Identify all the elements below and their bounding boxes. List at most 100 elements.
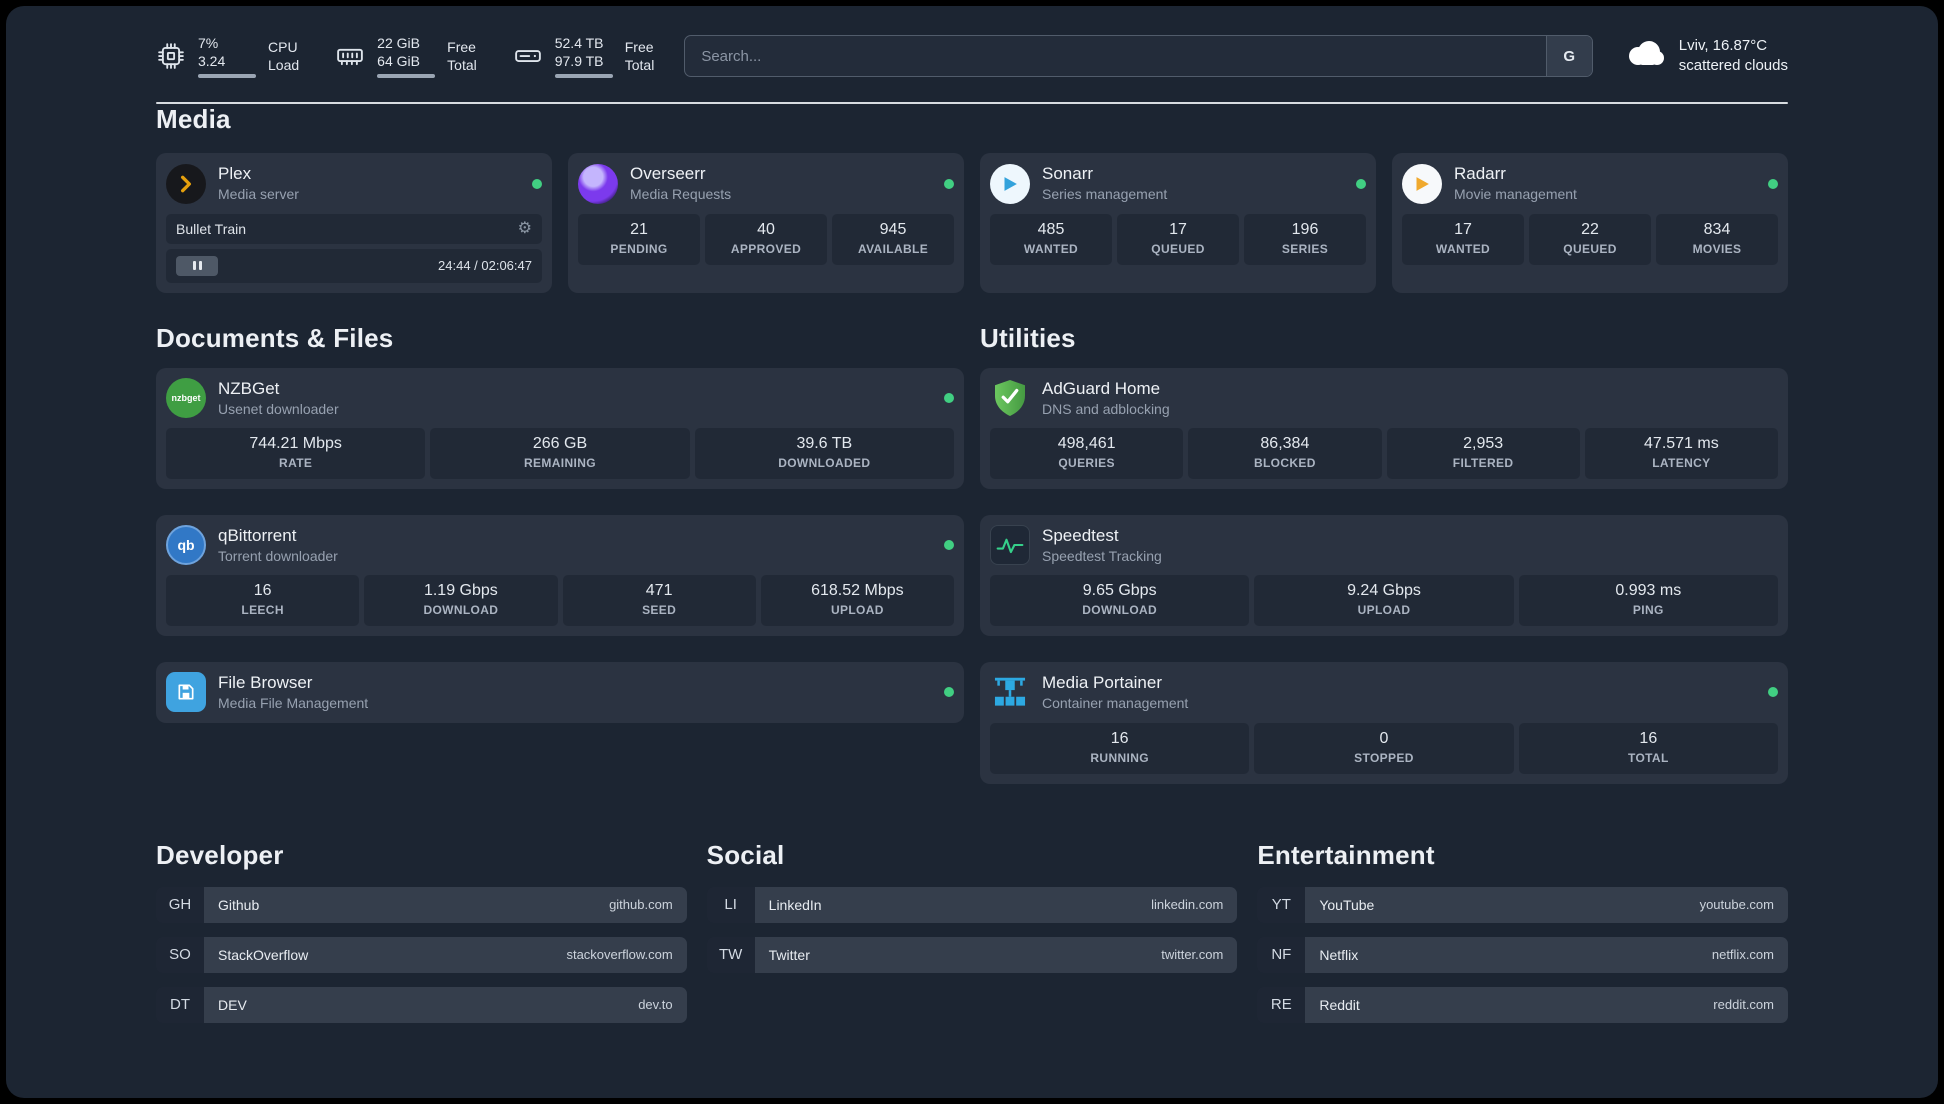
stat-label: LEECH xyxy=(241,603,284,618)
now-playing-title: Bullet Train xyxy=(176,220,247,237)
service-subtitle: Torrent downloader xyxy=(218,548,338,565)
stat-label: QUERIES xyxy=(1058,455,1115,470)
stat-tile: 22 QUEUED xyxy=(1529,213,1651,265)
bookmark-reddit[interactable]: RE Reddit reddit.com xyxy=(1257,986,1788,1023)
gear-icon[interactable]: ⚙ xyxy=(517,219,532,237)
stat-value: 266 GB xyxy=(532,434,588,452)
disk-free-label: Free xyxy=(624,39,654,55)
service-card-overseerr[interactable]: Overseerr Media Requests 21 PENDING 40 A… xyxy=(568,153,964,293)
media-section: Media Plex Media server xyxy=(156,104,1788,293)
bookmark-name: LinkedIn xyxy=(768,896,822,913)
adguard-shield-icon xyxy=(990,378,1030,418)
cpu-widget: 7% 3.24 CPU Load xyxy=(156,34,300,79)
stat-tile: 0.993 ms PING xyxy=(1518,575,1778,627)
stat-value: 16 xyxy=(253,582,272,600)
stat-value: 2,953 xyxy=(1463,434,1504,452)
stat-label: QUEUED xyxy=(1151,241,1205,256)
player-time: 24:44 / 02:06:47 xyxy=(438,258,532,274)
bookmark-name: Twitter xyxy=(768,946,810,963)
speedtest-graph-icon xyxy=(990,525,1030,566)
status-dot xyxy=(1356,178,1366,189)
memory-free-label: Free xyxy=(447,39,476,55)
disk-total-label: Total xyxy=(624,57,655,74)
service-card-plex[interactable]: Plex Media server Bullet Train ⚙ 24:44 /… xyxy=(156,153,552,293)
memory-widget: 22 GiB 64 GiB Free Total xyxy=(335,34,477,79)
service-card-filebrowser[interactable]: File Browser Media File Management xyxy=(156,662,964,723)
service-subtitle: Usenet downloader xyxy=(218,400,339,417)
bookmark-url: reddit.com xyxy=(1713,997,1774,1012)
bookmark-dev[interactable]: DT DEV dev.to xyxy=(156,986,687,1023)
stat-tile: 0 STOPPED xyxy=(1254,722,1514,774)
bookmark-stackoverflow[interactable]: SO StackOverflow stackoverflow.com xyxy=(156,936,687,973)
bookmark-abbr: NF xyxy=(1257,936,1306,973)
service-card-nzbget[interactable]: nzbget NZBGet Usenet downloader 744.21 M… xyxy=(156,367,964,489)
service-name: Radarr xyxy=(1454,164,1506,184)
service-card-sonarr[interactable]: Sonarr Series management 485 WANTED 17 Q… xyxy=(980,153,1376,293)
memory-free-value: 22 GiB xyxy=(377,35,420,51)
service-name: File Browser xyxy=(218,673,313,693)
documents-section: Documents & Files nzbget NZBGet Usenet d… xyxy=(156,323,964,723)
service-subtitle: Media File Management xyxy=(218,695,369,712)
bookmark-twitter[interactable]: TW Twitter twitter.com xyxy=(706,936,1238,973)
stat-tile: 618.52 Mbps UPLOAD xyxy=(760,575,954,627)
portainer-crane-icon xyxy=(990,672,1030,712)
disk-widget: 52.4 TB 97.9 TB Free Total xyxy=(513,34,655,79)
stat-value: 40 xyxy=(757,220,775,238)
bookmark-name: YouTube xyxy=(1319,896,1375,913)
utilities-section: Utilities xyxy=(980,323,1788,784)
memory-icon xyxy=(335,41,365,71)
service-card-speedtest[interactable]: Speedtest Speedtest Tracking 9.65 Gbps D… xyxy=(980,514,1788,637)
overseerr-icon xyxy=(578,163,618,204)
stat-label: QUEUED xyxy=(1563,241,1617,256)
bookmark-youtube[interactable]: YT YouTube youtube.com xyxy=(1257,886,1788,923)
bookmark-github[interactable]: GH Github github.com xyxy=(156,886,687,923)
bookmark-url: dev.to xyxy=(638,997,673,1012)
stat-value: 0.993 ms xyxy=(1615,582,1682,600)
cpu-load-label: Load xyxy=(268,57,300,74)
radarr-icon xyxy=(1402,163,1442,204)
search-bar: G xyxy=(684,35,1593,78)
stat-value: 9.65 Gbps xyxy=(1082,582,1157,600)
stat-label: LATENCY xyxy=(1652,455,1711,470)
bookmark-linkedin[interactable]: LI LinkedIn linkedin.com xyxy=(706,886,1238,923)
status-dot xyxy=(944,392,954,403)
stat-value: 945 xyxy=(879,220,907,238)
top-bar: 7% 3.24 CPU Load 22 xyxy=(156,6,1788,79)
pause-button[interactable] xyxy=(176,255,218,276)
disk-usage-bar xyxy=(554,74,613,79)
service-name: AdGuard Home xyxy=(1042,378,1161,398)
stat-label: WANTED xyxy=(1023,241,1079,256)
service-card-qbittorrent[interactable]: qb qBittorrent Torrent downloader 16 xyxy=(156,514,964,637)
bookmark-abbr: DT xyxy=(156,986,204,1023)
dashboard-window: 7% 3.24 CPU Load 22 xyxy=(6,6,1938,1098)
stat-tile: 16 LEECH xyxy=(166,575,360,627)
service-card-radarr[interactable]: Radarr Movie management 17 WANTED 22 QUE… xyxy=(1392,153,1788,293)
bookmark-netflix[interactable]: NF Netflix netflix.com xyxy=(1257,936,1788,973)
bookmark-name: Github xyxy=(218,896,260,913)
cpu-usage-bar xyxy=(198,74,256,79)
service-subtitle: Media Requests xyxy=(630,186,732,203)
bookmark-name: DEV xyxy=(218,996,247,1013)
stat-label: STOPPED xyxy=(1354,750,1414,765)
service-subtitle: Media server xyxy=(218,186,299,203)
stat-tile: 17 WANTED xyxy=(1402,213,1524,265)
stat-tile: 485 WANTED xyxy=(990,213,1112,265)
stat-value: 1.19 Gbps xyxy=(423,582,498,600)
stat-value: 834 xyxy=(1703,220,1731,238)
bookmark-abbr: YT xyxy=(1257,886,1306,923)
search-provider-button[interactable]: G xyxy=(1545,36,1592,77)
stat-label: RUNNING xyxy=(1090,750,1149,765)
service-card-adguard[interactable]: AdGuard Home DNS and adblocking 498,461 … xyxy=(980,367,1788,489)
search-input[interactable] xyxy=(684,35,1593,78)
stat-value: 0 xyxy=(1379,729,1389,747)
status-dot xyxy=(1768,178,1778,189)
header-divider xyxy=(156,102,1788,105)
stat-label: SERIES xyxy=(1281,241,1329,256)
service-card-portainer[interactable]: Media Portainer Container management 16 … xyxy=(980,662,1788,784)
stat-label: RATE xyxy=(279,455,313,470)
cpu-label: CPU xyxy=(268,39,298,55)
status-dot xyxy=(944,178,954,189)
nzbget-icon: nzbget xyxy=(166,377,206,418)
stat-tile: 47.571 ms LATENCY xyxy=(1584,427,1778,479)
cloud-icon xyxy=(1623,38,1667,75)
